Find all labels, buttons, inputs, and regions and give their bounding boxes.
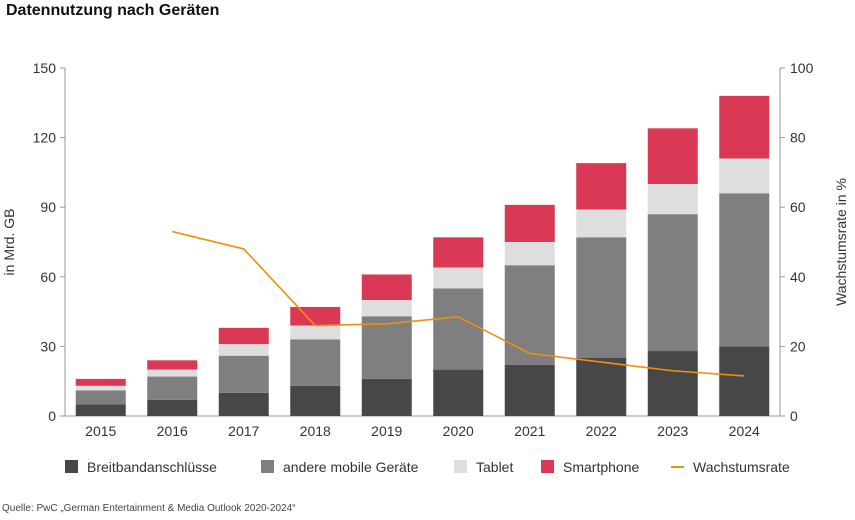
bar-segment: [147, 399, 198, 416]
legend-label: Breitbandanschlüsse: [87, 459, 217, 475]
y-tick-label-right: 20: [790, 338, 806, 354]
bar-segment: [290, 385, 341, 416]
bar-segment: [218, 392, 269, 416]
bar-segment: [147, 376, 198, 400]
bar-segment: [218, 355, 269, 393]
bar-segment: [504, 265, 555, 365]
bar-segment: [361, 316, 412, 379]
bar-segment: [504, 204, 555, 242]
bar-segment: [576, 358, 627, 416]
x-tick-label: 2023: [657, 423, 688, 439]
x-tick-label: 2019: [371, 423, 402, 439]
x-tick-label: 2018: [300, 423, 331, 439]
bar-segment: [504, 364, 555, 416]
x-tick-label: 2022: [586, 423, 617, 439]
y-tick-label-right: 40: [790, 269, 806, 285]
legend-label: Smartphone: [563, 459, 639, 475]
bar-segment: [576, 163, 627, 210]
y-tick-label-left: 120: [33, 130, 57, 146]
bar-segment: [290, 339, 341, 386]
y-tick-label-left: 60: [40, 269, 56, 285]
legend-label: Tablet: [476, 459, 513, 475]
y-tick-label-right: 0: [790, 408, 798, 424]
y-tick-label-right: 100: [790, 60, 814, 76]
bar-segment: [576, 209, 627, 238]
x-tick-label: 2021: [514, 423, 545, 439]
x-tick-label: 2020: [443, 423, 474, 439]
bar-segment: [647, 351, 698, 416]
bar-segment: [218, 327, 269, 345]
chart-title: Datennutzung nach Geräten: [6, 2, 220, 19]
x-tick-label: 2016: [157, 423, 188, 439]
y-tick-label-right: 80: [790, 130, 806, 146]
legend-swatch: [541, 460, 554, 473]
bar-segment: [75, 378, 126, 386]
bar-segment: [361, 274, 412, 300]
bar-segment: [147, 369, 198, 377]
bar-segment: [433, 288, 484, 370]
bar-segment: [647, 184, 698, 215]
y-axis-title-right: Wachstumsrate in %: [833, 178, 849, 306]
bar-segment: [75, 390, 126, 405]
y-tick-label-right: 60: [790, 199, 806, 215]
y-tick-label-left: 30: [40, 338, 56, 354]
bar-segment: [218, 344, 269, 356]
bar-segment: [75, 404, 126, 416]
y-tick-label-left: 150: [33, 60, 57, 76]
bar-segment: [504, 242, 555, 266]
bar-segment: [433, 237, 484, 268]
y-tick-label-left: 0: [48, 408, 56, 424]
bar-segment: [361, 300, 412, 317]
bar-segment: [433, 267, 484, 289]
source-note: Quelle: PwC „German Entertainment & Medi…: [2, 503, 296, 514]
bar-segment: [290, 325, 341, 340]
x-tick-label: 2024: [729, 423, 760, 439]
bar-segment: [290, 306, 341, 326]
legend-swatch: [454, 460, 467, 473]
bar-segment: [719, 346, 770, 416]
bar-segment: [361, 378, 412, 416]
legend-label: andere mobile Geräte: [283, 459, 419, 475]
bar-segment: [719, 158, 770, 194]
bar-segment: [75, 385, 126, 391]
bar-segment: [576, 237, 627, 358]
bar-segment: [433, 369, 484, 416]
y-axis-title-left: in Mrd. GB: [1, 209, 17, 276]
legend-label: Wachstumsrate: [693, 459, 790, 475]
x-tick-label: 2015: [85, 423, 116, 439]
bar-segment: [719, 95, 770, 159]
bar-segment: [647, 214, 698, 352]
legend-swatch: [65, 460, 78, 473]
chart: 0 30 60 90 120 150 0 20 40 60 80 100 in Mrd. GB Wachs…: [1, 60, 849, 475]
bar-segment: [719, 193, 770, 347]
bar-segment: [647, 128, 698, 184]
y-tick-label-left: 90: [40, 199, 56, 215]
bar-segment: [147, 360, 198, 370]
x-tick-label: 2017: [228, 423, 259, 439]
legend-swatch: [261, 460, 274, 473]
